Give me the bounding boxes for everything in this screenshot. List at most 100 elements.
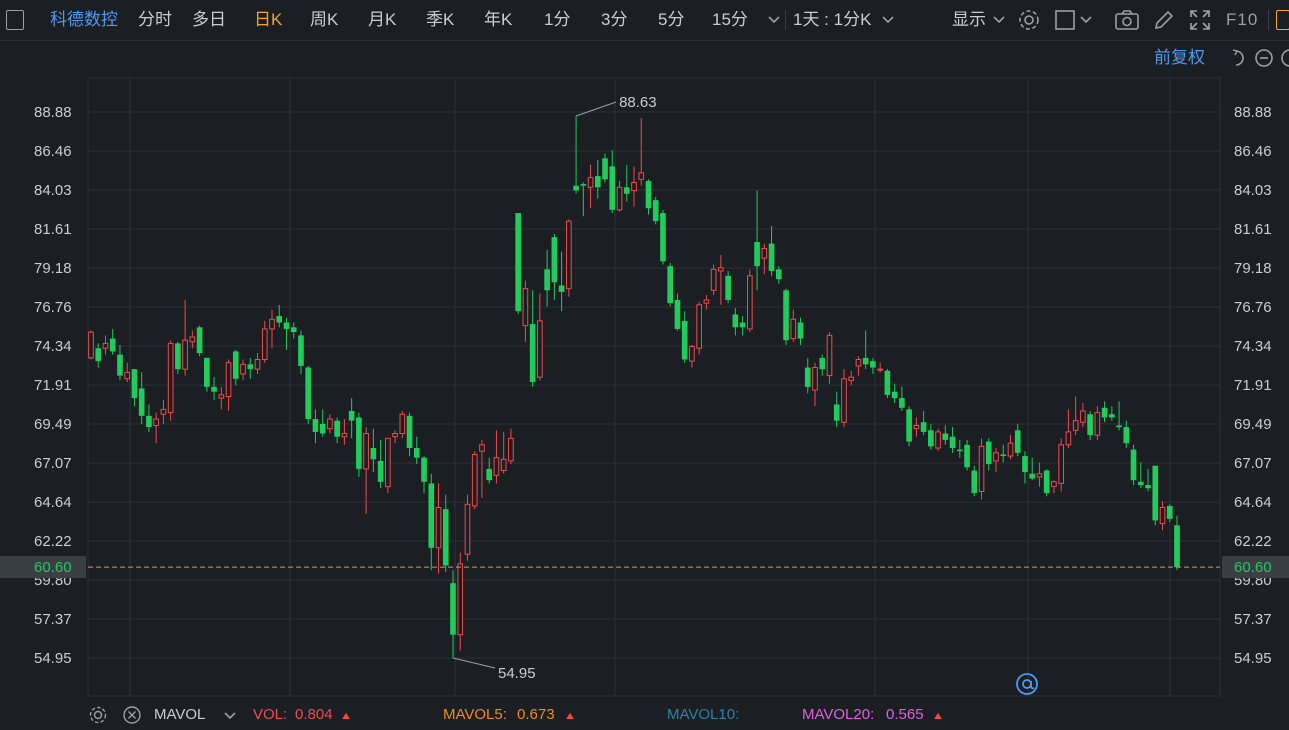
candle-body [956, 449, 963, 452]
candle [775, 266, 782, 284]
indicator-name[interactable]: MAVOL [154, 706, 206, 723]
y-tick-label: 57.37 [1234, 611, 1272, 628]
candle [1007, 435, 1014, 460]
display-dropdown[interactable]: 显示 [952, 10, 986, 29]
period-tab-active[interactable]: 日K [254, 10, 283, 29]
candle-body [428, 483, 435, 548]
candle-body [674, 299, 681, 329]
candle-body [884, 370, 891, 395]
candle-body [102, 342, 109, 349]
candle-body [370, 448, 377, 460]
candle [790, 309, 797, 342]
candle [102, 335, 109, 355]
candle-body [464, 503, 471, 555]
candle-body [1130, 449, 1137, 481]
pencil-icon[interactable] [1152, 8, 1176, 32]
candle [833, 391, 840, 428]
adjust-mode-button[interactable]: 前复权 [1154, 48, 1205, 67]
y-tick-label: 69.49 [1234, 416, 1272, 433]
candle-body [667, 266, 674, 304]
period-tab[interactable]: 年K [484, 10, 513, 29]
period-tab[interactable]: 周K [310, 10, 339, 29]
extra-panel-icon[interactable] [1276, 10, 1289, 30]
candle-body [790, 318, 797, 340]
period-tab[interactable]: 1分 [544, 10, 571, 29]
candle-body [978, 445, 985, 492]
chevron-down-icon[interactable] [993, 15, 1005, 25]
candle [283, 317, 290, 350]
period-dropdown[interactable]: 15分 [712, 10, 748, 29]
mavol20-value: 0.565 [886, 706, 924, 723]
candle [529, 290, 536, 387]
stock-name[interactable]: 科德数控 [50, 10, 118, 29]
chevron-down-icon[interactable] [768, 15, 780, 25]
candle-body [146, 415, 152, 428]
candlestick-chart[interactable]: 88.88 86.46 84.03 81.61 79.18 76.76 74.34 71.91… [0, 0, 1289, 700]
candle-body [341, 433, 348, 438]
candle-body [645, 180, 652, 209]
candle [276, 304, 283, 328]
candle [638, 118, 645, 186]
period-tab[interactable]: 5分 [658, 10, 685, 29]
period-tab[interactable]: 月K [368, 10, 397, 29]
toolbar: 科德数控 分时 多日 日K 周K 月K 季K 年K 1分 3分 5分 15分 1… [0, 0, 1289, 41]
candle-body [204, 357, 210, 387]
candle-body [442, 509, 449, 566]
candle-body [558, 285, 565, 292]
candle-body [283, 322, 290, 329]
candle [1094, 406, 1101, 440]
candle-body [1036, 473, 1043, 478]
candle [558, 251, 565, 312]
undo-icon[interactable] [1228, 48, 1246, 68]
zoom-out-icon[interactable] [1254, 48, 1274, 68]
candle [370, 428, 377, 473]
chevron-down-icon[interactable] [224, 711, 236, 721]
settings-icon[interactable] [88, 705, 108, 725]
candle-body [290, 327, 297, 333]
candle [739, 316, 746, 336]
candle [891, 383, 898, 403]
period-tab[interactable]: 分时 [138, 10, 172, 29]
up-arrow-icon [342, 713, 350, 719]
sidebar-toggle-icon[interactable] [6, 10, 24, 30]
candle [298, 330, 304, 374]
candle-body [225, 362, 232, 398]
fullscreen-icon[interactable] [1188, 8, 1212, 32]
candle [652, 196, 659, 225]
y-tick-label: 76.76 [34, 299, 72, 316]
camera-icon[interactable] [1114, 8, 1140, 32]
at-icon[interactable] [1015, 672, 1039, 696]
candle [247, 357, 254, 379]
candle [935, 428, 941, 452]
candle-body [1101, 407, 1108, 418]
last-price-label-right: 60.60 [1234, 559, 1272, 576]
period-tab[interactable]: 3分 [601, 10, 628, 29]
candle [341, 419, 348, 445]
candle-body [1087, 414, 1093, 436]
chevron-down-icon[interactable] [882, 15, 894, 25]
multi-period-dropdown[interactable]: 1天 : 1分K [793, 10, 872, 29]
candle-body [160, 408, 167, 415]
candle-body [638, 172, 645, 180]
candle [131, 369, 138, 407]
candle [356, 412, 362, 477]
candle-body [848, 376, 855, 381]
candle-body [732, 314, 739, 328]
chevron-down-icon[interactable] [1080, 15, 1092, 25]
close-icon[interactable] [122, 705, 142, 725]
candle-body [616, 186, 623, 211]
candle-body [985, 441, 992, 465]
mavol10-label: MAVOL10: [667, 706, 740, 723]
checkbox-icon[interactable] [1054, 8, 1078, 32]
candle-body [718, 267, 724, 272]
candle-body [298, 335, 304, 366]
candle [327, 414, 333, 434]
candle [406, 412, 413, 457]
candle [913, 417, 920, 437]
f10-button[interactable]: F10 [1226, 10, 1259, 29]
period-tab[interactable]: 季K [426, 10, 455, 29]
zoom-in-icon[interactable] [1280, 48, 1289, 68]
settings-icon[interactable] [1017, 8, 1041, 32]
candle-body [747, 275, 753, 330]
period-tab[interactable]: 多日 [192, 10, 226, 29]
